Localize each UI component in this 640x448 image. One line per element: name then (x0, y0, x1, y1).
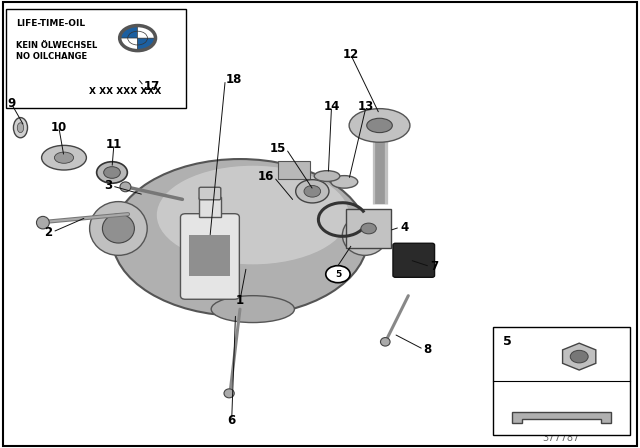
Ellipse shape (13, 118, 28, 138)
Ellipse shape (211, 296, 294, 323)
Ellipse shape (380, 338, 390, 346)
Text: 5: 5 (503, 335, 512, 348)
FancyBboxPatch shape (180, 214, 239, 299)
Text: X XX XXX XXX: X XX XXX XXX (88, 87, 161, 96)
Text: 14: 14 (323, 100, 340, 113)
Text: 6: 6 (228, 414, 236, 427)
Ellipse shape (304, 185, 321, 197)
Wedge shape (120, 38, 138, 51)
Text: 7: 7 (430, 260, 438, 273)
Ellipse shape (42, 145, 86, 170)
Text: LIFE-TIME-OIL: LIFE-TIME-OIL (16, 19, 85, 28)
Text: 11: 11 (106, 138, 122, 151)
Ellipse shape (102, 214, 134, 243)
FancyBboxPatch shape (346, 209, 391, 248)
Text: KEIN ÖLWECHSEL: KEIN ÖLWECHSEL (16, 41, 97, 50)
Text: 2: 2 (44, 225, 52, 239)
Bar (278, 161, 310, 179)
Ellipse shape (342, 215, 387, 255)
Ellipse shape (36, 216, 49, 229)
Ellipse shape (349, 109, 410, 142)
Ellipse shape (112, 159, 368, 316)
Text: 12: 12 (342, 48, 359, 61)
Text: 10: 10 (51, 121, 67, 134)
Ellipse shape (97, 162, 127, 183)
FancyBboxPatch shape (199, 187, 221, 200)
Text: 16: 16 (257, 170, 274, 184)
Ellipse shape (157, 166, 349, 264)
Circle shape (326, 266, 350, 283)
Wedge shape (138, 38, 156, 51)
Text: 5: 5 (335, 270, 341, 279)
Ellipse shape (54, 152, 74, 164)
Bar (189, 235, 230, 276)
Bar (493, 327, 630, 435)
Ellipse shape (90, 202, 147, 255)
Text: 18: 18 (225, 73, 242, 86)
Ellipse shape (224, 389, 234, 398)
Text: 17: 17 (144, 79, 160, 93)
Text: 4: 4 (400, 220, 408, 234)
Ellipse shape (331, 176, 358, 188)
Wedge shape (138, 26, 156, 38)
FancyBboxPatch shape (393, 243, 435, 277)
Text: 15: 15 (269, 142, 286, 155)
Ellipse shape (120, 182, 131, 192)
Text: 3: 3 (104, 179, 112, 193)
Text: 8: 8 (424, 343, 432, 356)
Ellipse shape (367, 118, 392, 133)
Ellipse shape (104, 167, 120, 178)
Polygon shape (512, 412, 611, 423)
Bar (6, 9, 186, 108)
Ellipse shape (314, 171, 340, 181)
Text: NO OILCHANGE: NO OILCHANGE (16, 52, 87, 60)
Circle shape (570, 350, 588, 363)
Text: 13: 13 (358, 100, 374, 113)
Ellipse shape (17, 123, 24, 133)
Text: 9: 9 (8, 97, 15, 111)
Wedge shape (120, 26, 138, 38)
Ellipse shape (296, 180, 329, 203)
Text: 377787: 377787 (542, 433, 579, 443)
Bar (199, 197, 221, 217)
Polygon shape (563, 343, 596, 370)
Text: 1: 1 (236, 293, 244, 307)
Circle shape (361, 223, 376, 234)
